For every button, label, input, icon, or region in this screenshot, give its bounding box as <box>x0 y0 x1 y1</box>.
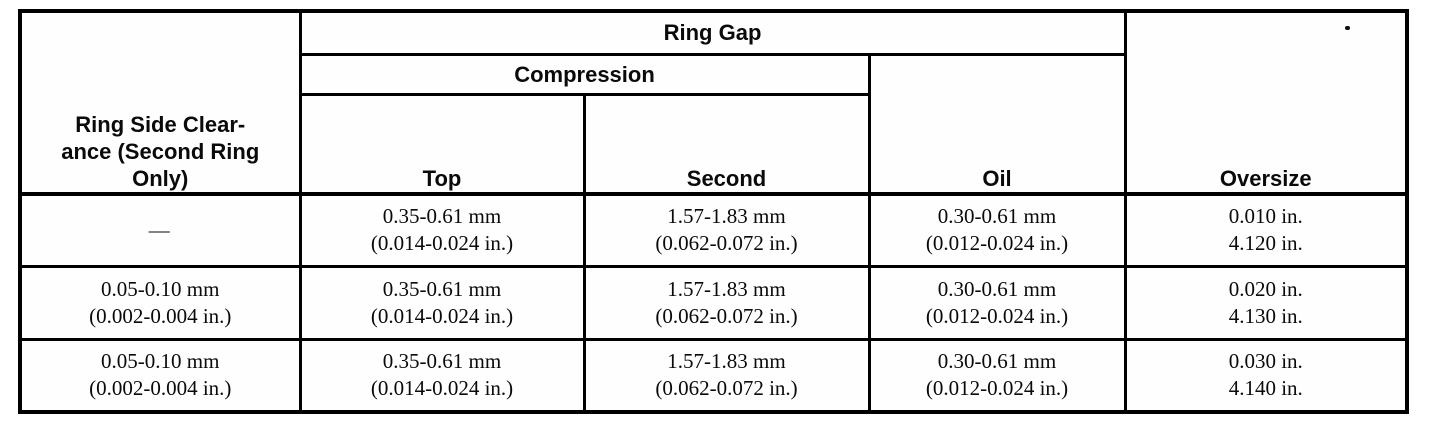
header-row-top-second: Top Second <box>20 92 1407 196</box>
cell-oil-gap-row3: 0.30-0.61 mm (0.012-0.024 in.) <box>867 337 1127 414</box>
header-second: Second <box>582 92 871 196</box>
cell-second-gap-row3: 1.57-1.83 mm (0.062-0.072 in.) <box>582 337 871 414</box>
cell-oversize-row1: 0.010 in. 4.120 in. <box>1123 192 1409 268</box>
cell-top-gap-row2: 0.35-0.61 mm (0.014-0.024 in.) <box>298 264 586 341</box>
cell-oversize-row3: 0.030 in. 4.140 in. <box>1123 337 1409 414</box>
cell-oil-gap-row2: 0.30-0.61 mm (0.012-0.024 in.) <box>867 264 1127 341</box>
header-row-ring-gap: Ring Side Clear- ance (Second Ring Only)… <box>18 9 1409 196</box>
cell-side-clearance-row1: — <box>18 192 302 268</box>
header-row-compression: Compression Oil <box>20 52 1407 196</box>
cell-oil-gap-row1: 0.30-0.61 mm (0.012-0.024 in.) <box>867 192 1127 268</box>
cell-second-gap-row2: 1.57-1.83 mm (0.062-0.072 in.) <box>582 264 871 341</box>
header-ring-side-clearance: Ring Side Clear- ance (Second Ring Only) <box>18 9 302 196</box>
spec-row-3: 0.05-0.10 mm (0.002-0.004 in.) 0.35-0.61… <box>18 337 1409 414</box>
header-compression: Compression <box>298 52 871 96</box>
cell-side-clearance-row2: 0.05-0.10 mm (0.002-0.004 in.) <box>18 264 302 341</box>
header-top: Top <box>298 92 586 196</box>
header-oil: Oil <box>867 52 1127 196</box>
header-oversize: Oversize <box>1123 9 1409 196</box>
piston-ring-spec-table: Ring Side Clear- ance (Second Ring Only)… <box>18 9 1409 414</box>
header-ring-gap: Ring Gap <box>298 9 1127 56</box>
spec-row-1: — 0.35-0.61 mm (0.014-0.024 in.) 1.57-1.… <box>18 192 1409 268</box>
cell-top-gap-row1: 0.35-0.61 mm (0.014-0.024 in.) <box>298 192 586 268</box>
cell-top-gap-row3: 0.35-0.61 mm (0.014-0.024 in.) <box>298 337 586 414</box>
spec-row-2: 0.05-0.10 mm (0.002-0.004 in.) 0.35-0.61… <box>18 264 1409 341</box>
cell-second-gap-row1: 1.57-1.83 mm (0.062-0.072 in.) <box>582 192 871 268</box>
cell-oversize-row2: 0.020 in. 4.130 in. <box>1123 264 1409 341</box>
scan-speck <box>1345 26 1350 30</box>
cell-side-clearance-row3: 0.05-0.10 mm (0.002-0.004 in.) <box>18 337 302 414</box>
